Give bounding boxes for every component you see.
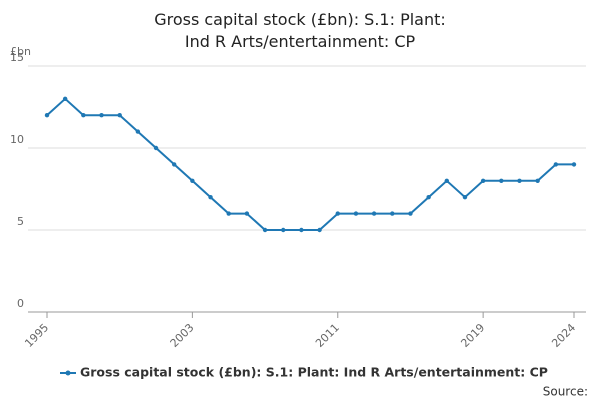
point	[390, 211, 395, 216]
y-tick-label: 0	[17, 297, 24, 310]
point	[99, 113, 104, 118]
point	[281, 227, 286, 233]
point	[190, 178, 195, 183]
legend-marker	[65, 370, 71, 376]
point	[135, 129, 141, 134]
x-tick-label: 2003	[168, 321, 197, 350]
point	[335, 211, 340, 216]
point	[535, 178, 540, 183]
line	[46, 97, 574, 231]
point	[172, 162, 177, 167]
point	[426, 195, 431, 200]
y-tick-label: 5	[17, 215, 24, 228]
x-tick-label: 2011	[313, 321, 342, 350]
point	[299, 227, 304, 233]
point	[444, 178, 449, 183]
point	[62, 96, 68, 102]
point	[371, 211, 377, 216]
y-tick-label: 15	[10, 51, 24, 64]
legend-label: Gross capital stock (£bn): S.1: Plant: I…	[80, 365, 548, 380]
point	[571, 162, 577, 167]
point	[499, 178, 504, 183]
point	[462, 195, 468, 200]
point	[244, 211, 250, 216]
point	[553, 162, 559, 167]
x-tick-label: 2019	[458, 321, 487, 350]
point	[208, 195, 213, 200]
chart-title: Gross capital stock (£bn): S.1: Plant: In…	[154, 10, 446, 51]
y-axis-label: £bn	[10, 45, 31, 58]
x-tick-label: 1995	[22, 321, 51, 350]
point	[153, 145, 159, 151]
point	[81, 113, 86, 118]
point	[117, 113, 122, 118]
x-tick-label: 2024	[549, 321, 578, 350]
y-tick-label: 10	[10, 133, 24, 146]
point	[44, 113, 50, 118]
point	[226, 211, 231, 216]
point	[408, 211, 413, 216]
point	[480, 178, 486, 183]
source: Source:	[543, 385, 588, 399]
point	[517, 178, 522, 183]
point	[317, 227, 322, 233]
point	[262, 227, 268, 233]
point	[353, 211, 359, 216]
